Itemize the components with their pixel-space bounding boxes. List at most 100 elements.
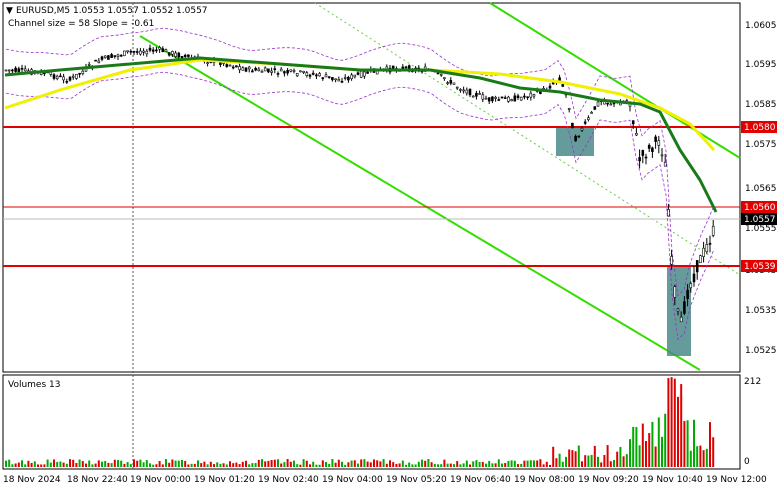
volume-bar xyxy=(411,464,414,467)
candle-body xyxy=(593,106,597,110)
volume-bar xyxy=(558,453,561,467)
candle-body xyxy=(609,103,613,106)
candle-body xyxy=(475,92,478,97)
volume-bar xyxy=(33,461,36,467)
candle-body xyxy=(299,70,302,73)
volume-bars xyxy=(5,377,715,467)
volume-bar xyxy=(245,460,247,467)
volume-bar xyxy=(267,460,270,467)
volume-bar xyxy=(8,459,11,467)
volume-bar xyxy=(289,461,292,467)
volume-bar xyxy=(651,421,654,467)
candle-body xyxy=(311,72,315,75)
candle-body xyxy=(331,77,334,81)
volume-bar xyxy=(165,459,167,467)
volume-bar xyxy=(389,460,391,467)
volume-bar xyxy=(155,464,158,467)
volume-bar xyxy=(200,463,203,467)
candle-body xyxy=(343,77,347,79)
time-axis: 18 Nov 2024 18 Nov 22:40 19 Nov 00:00 19… xyxy=(3,475,767,485)
time-label: 19 Nov 00:00 xyxy=(130,475,191,485)
candle-body xyxy=(206,62,209,64)
candle-body xyxy=(340,80,344,83)
volume-bar xyxy=(216,462,219,467)
candle-body xyxy=(439,73,443,76)
candle-body xyxy=(315,74,318,77)
candle-body xyxy=(295,73,299,77)
candle-body xyxy=(711,225,715,236)
candle-body xyxy=(305,72,309,76)
volume-bar xyxy=(427,459,430,467)
candle-body xyxy=(126,50,129,53)
candle-body xyxy=(174,52,177,57)
candle-body xyxy=(641,150,645,156)
volume-bar xyxy=(459,464,462,467)
volume-bar xyxy=(622,456,625,467)
volume-bar xyxy=(104,460,107,467)
volume-bar xyxy=(533,460,535,467)
volume-bar xyxy=(629,439,631,467)
candle-body xyxy=(529,92,533,98)
volume-bar xyxy=(270,459,273,467)
volume-bar xyxy=(328,463,331,467)
volume-bar xyxy=(472,461,475,467)
candle-body xyxy=(532,94,536,97)
candle-body xyxy=(260,71,264,73)
volume-bar xyxy=(187,464,190,467)
candle-body xyxy=(692,273,696,283)
volume-bar xyxy=(62,462,65,467)
volume-bar xyxy=(491,463,494,467)
volume-bar xyxy=(149,463,151,467)
candle-body xyxy=(135,51,139,53)
volume-bar xyxy=(203,461,206,467)
volume-bar xyxy=(53,459,55,467)
volume-bar xyxy=(705,448,708,467)
volume-bar xyxy=(24,464,27,467)
candle-body xyxy=(228,64,232,67)
candle-body xyxy=(587,117,590,120)
volume-bar xyxy=(129,464,132,467)
volume-bar xyxy=(235,462,238,467)
candle-body xyxy=(87,64,91,66)
volume-bar xyxy=(152,464,155,467)
price-tick: 1.0585 xyxy=(745,100,777,110)
candle-body xyxy=(500,96,504,99)
candle-body xyxy=(132,50,136,53)
candle-body xyxy=(478,93,481,95)
price-panel[interactable] xyxy=(2,2,741,373)
candle-body xyxy=(471,95,475,98)
candle-body xyxy=(686,289,689,300)
candle-body xyxy=(177,52,181,58)
volume-bar xyxy=(88,460,91,467)
candle-body xyxy=(359,71,363,78)
volume-bar xyxy=(645,440,647,467)
volume-bar xyxy=(561,461,564,467)
volume-bar xyxy=(513,460,516,467)
channel-info: Channel size = 58 Slope = -0.61 xyxy=(8,19,154,29)
volume-bar xyxy=(85,463,87,467)
volume-bar xyxy=(395,463,398,467)
volume-bar xyxy=(664,413,667,467)
volume-bar xyxy=(539,459,542,467)
volume-bar xyxy=(699,445,702,467)
candle-body xyxy=(235,65,238,68)
time-label: 19 Nov 04:00 xyxy=(322,475,383,485)
candle-body xyxy=(465,89,469,94)
candle-body xyxy=(158,47,161,50)
candle-body xyxy=(443,77,446,80)
volume-bar xyxy=(347,462,350,467)
volume-bar xyxy=(318,464,321,467)
dropdown-arrow-icon[interactable]: ▼ xyxy=(6,6,13,16)
envelope-lower xyxy=(5,71,715,341)
candle-body xyxy=(164,49,168,53)
price-tick: 1.0575 xyxy=(745,140,777,150)
candle-body xyxy=(494,97,497,99)
volume-bar xyxy=(520,463,523,467)
volume-bar xyxy=(523,460,526,467)
price-tick: 1.0555 xyxy=(745,224,777,234)
candle-body xyxy=(14,67,17,72)
time-label: 19 Nov 01:20 xyxy=(194,475,255,485)
volume-bar xyxy=(344,464,347,467)
candle-body xyxy=(59,75,62,78)
